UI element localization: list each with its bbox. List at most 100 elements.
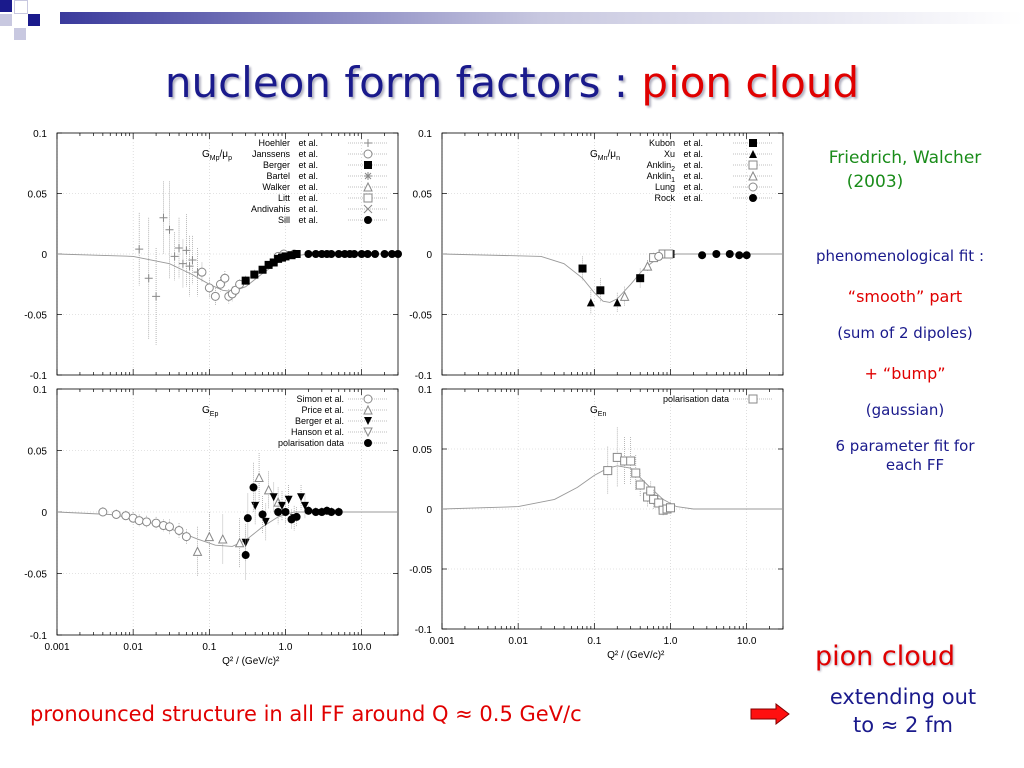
data-point: [334, 250, 343, 258]
y-tick-label: -0.1: [30, 631, 48, 642]
y-tick-label: -0.1: [415, 625, 433, 636]
top-gradient-bar: [60, 12, 1024, 24]
data-point: [215, 279, 225, 289]
citation-line2: (2003): [846, 172, 904, 192]
data-point: [278, 501, 287, 510]
y-tick-label: -0.05: [24, 570, 47, 581]
legend-marker: [363, 149, 373, 159]
data-point: [281, 252, 290, 261]
legend-etal: et al.: [683, 182, 703, 192]
citation: Friedrich, Walcher (2003): [800, 146, 1010, 194]
data-point: [654, 251, 664, 261]
legend-etal: et al.: [298, 193, 318, 203]
param-fit-note: 6 parameter fit for each FF: [795, 437, 1015, 475]
legend-marker: [748, 170, 758, 181]
data-point: [142, 517, 152, 527]
y-tick-label: 0.05: [413, 190, 433, 201]
legend-marker: [748, 394, 758, 404]
data-point: [274, 508, 283, 516]
legend-marker: [749, 194, 757, 202]
pion-cloud-label: pion cloud: [815, 641, 955, 672]
data-point: [165, 522, 175, 532]
corner-decoration: [0, 0, 60, 50]
x-tick-label: 0.001: [429, 636, 454, 647]
data-point: [735, 251, 744, 260]
legend-marker: [749, 150, 757, 158]
data-point: [327, 508, 336, 516]
data-point: [134, 516, 144, 526]
bump-part: + “bump”: [864, 364, 946, 383]
structure-statement: pronounced structure in all FF around Q …: [30, 702, 582, 726]
data-point: [371, 250, 380, 258]
data-point: [578, 264, 587, 273]
y-tick-label: 0.1: [418, 385, 432, 396]
data-point: [380, 250, 389, 258]
data-point: [394, 250, 402, 258]
data-point: [192, 546, 203, 556]
legend-etal: et al.: [298, 215, 318, 225]
legend-etal: et al.: [683, 149, 703, 159]
data-point: [135, 245, 144, 254]
data-point: [292, 250, 301, 258]
legend-marker: [364, 161, 372, 169]
x-tick-label: 0.1: [587, 636, 601, 647]
legend-label: Litt: [278, 193, 291, 203]
legend-label: Anklin2: [647, 160, 676, 173]
fit-curve: [56, 253, 398, 292]
x-tick-label: 1.0: [664, 636, 678, 647]
panel-label: GEn: [590, 405, 606, 418]
gaussian-note: (gaussian): [865, 401, 945, 419]
data-point: [664, 249, 674, 259]
data-point: [159, 213, 168, 222]
y-tick-label: -0.1: [30, 371, 48, 382]
legend-label: Xu: [664, 149, 675, 159]
data-point: [612, 452, 622, 462]
data-point: [220, 273, 230, 283]
extending-line1: extending out: [829, 685, 977, 709]
legend-label: Janssens: [252, 149, 291, 159]
x-axis-label: Q² / (GeV/c)²: [607, 650, 665, 661]
y-tick-label: 0: [41, 250, 47, 261]
data-point: [281, 508, 290, 516]
x-tick-label: 0.1: [202, 642, 216, 653]
data-point: [357, 250, 366, 258]
data-point: [241, 551, 250, 560]
data-point: [636, 274, 645, 283]
data-point: [174, 525, 184, 535]
legend-marker: [363, 204, 373, 214]
legend-label: Berger et al.: [295, 416, 344, 426]
legend-label: polarisation data: [663, 394, 729, 404]
legend-etal: et al.: [683, 193, 703, 203]
legend-marker: [749, 139, 757, 147]
legend-marker: [748, 182, 758, 192]
panel-label: GMn/μn: [590, 149, 620, 162]
y-tick-label: 0.1: [418, 129, 432, 140]
data-point: [121, 511, 131, 521]
fit-curve: [441, 253, 783, 303]
data-point: [251, 501, 260, 510]
chart-panel-ep: 0.1 0.05 0 -0.05 -0.10.001 0.01 0.1 1.0 10.0 Q² /…: [24, 385, 399, 667]
data-point: [258, 510, 267, 519]
y-tick-label: -0.05: [409, 311, 432, 322]
data-point: [596, 286, 605, 295]
legend-label: Anklin1: [647, 171, 676, 184]
legend-etal: et al.: [298, 160, 318, 170]
legend-marker: [364, 139, 372, 147]
legend-label: Bartel: [266, 171, 290, 181]
legend-marker: [748, 160, 758, 170]
x-tick-label: 0.01: [123, 642, 143, 653]
red-arrow-icon: [750, 702, 790, 726]
data-point: [170, 252, 179, 261]
data-point: [258, 265, 267, 274]
legend-etal: et al.: [298, 149, 318, 159]
data-point: [334, 508, 343, 516]
data-point: [635, 480, 645, 490]
y-tick-label: 0.1: [33, 385, 47, 396]
data-point: [603, 466, 613, 476]
y-tick-label: -0.05: [24, 311, 47, 322]
legend-label: Price et al.: [301, 405, 344, 415]
page-title: nucleon form factors : pion cloud: [0, 58, 1024, 107]
legend-etal: et al.: [298, 138, 318, 148]
legend-marker: [364, 417, 372, 425]
